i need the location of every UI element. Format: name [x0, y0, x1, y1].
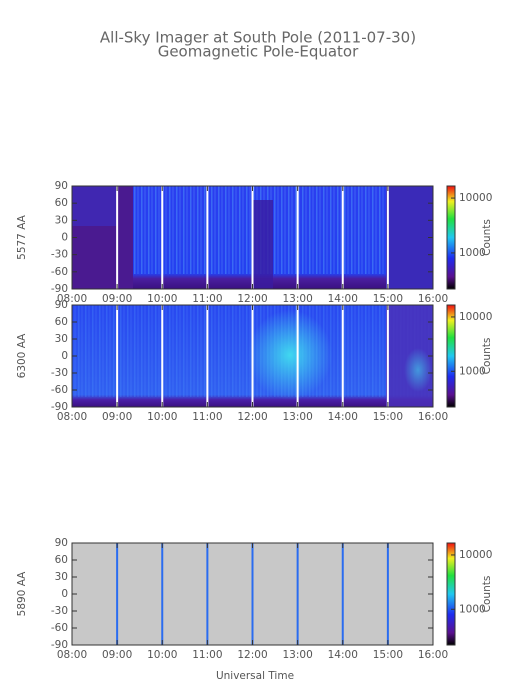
y-tick-label: -90: [51, 401, 68, 413]
x-tick-label: 11:00: [192, 293, 222, 305]
x-tick-label: 16:00: [418, 649, 448, 661]
x-tick-label: 09:00: [102, 649, 132, 661]
subtitle: Geomagnetic Pole-Equator: [158, 43, 359, 61]
colorbar-tick-label: 10000: [459, 311, 492, 323]
x-tick-label: 15:00: [373, 411, 403, 423]
x-axis-label: Universal Time: [216, 670, 294, 680]
y-tick-label: 90: [55, 299, 68, 311]
y-tick-label: -30: [51, 249, 68, 261]
x-tick-label: 16:00: [418, 293, 448, 305]
x-tick-label: 15:00: [373, 649, 403, 661]
x-tick-label: 08:00: [57, 411, 87, 423]
y-tick-label: -90: [51, 639, 68, 651]
x-tick-label: 12:00: [237, 411, 267, 423]
title: All-Sky Imager at South Pole (2011-07-30…: [100, 29, 416, 47]
x-tick-label: 14:00: [328, 649, 358, 661]
y-tick-label: 30: [55, 214, 68, 226]
x-tick-label: 14:00: [328, 411, 358, 423]
keogram-image: [72, 186, 433, 289]
y-tick-label: 90: [55, 537, 68, 549]
x-tick-label: 08:00: [57, 649, 87, 661]
colorbar-label: Counts: [481, 576, 493, 613]
colorbar-tick-label: 1000: [459, 247, 486, 259]
x-tick-label: 13:00: [282, 649, 312, 661]
colorbar-label: Counts: [481, 219, 493, 256]
x-tick-label: 13:00: [282, 411, 312, 423]
y-tick-label: -60: [51, 266, 68, 278]
y-axis-label: 5890 AA: [16, 571, 28, 617]
y-tick-label: -60: [51, 384, 68, 396]
x-tick-label: 13:00: [282, 293, 312, 305]
colorbar: [446, 542, 456, 646]
y-tick-label: 90: [55, 180, 68, 192]
y-tick-label: 30: [55, 571, 68, 583]
y-axis-label: 6300 AA: [16, 333, 28, 379]
x-tick-label: 10:00: [147, 293, 177, 305]
y-axis-label: 5577 AA: [16, 214, 28, 260]
plot-frame: [71, 185, 434, 290]
colorbar-tick-label: 10000: [459, 192, 492, 204]
x-tick-label: 14:00: [328, 293, 358, 305]
x-tick-label: 10:00: [147, 649, 177, 661]
x-tick-label: 12:00: [237, 649, 267, 661]
y-tick-label: 60: [55, 554, 68, 566]
x-tick-label: 08:00: [57, 293, 87, 305]
x-tick-label: 10:00: [147, 411, 177, 423]
plot-frame: [71, 304, 434, 408]
y-tick-label: -30: [51, 367, 68, 379]
y-tick-label: 60: [55, 316, 68, 328]
colorbar-tick-label: 1000: [459, 603, 486, 615]
y-tick-label: 60: [55, 197, 68, 209]
colorbar-label: Counts: [481, 338, 493, 375]
x-tick-label: 11:00: [192, 649, 222, 661]
y-tick-label: -60: [51, 622, 68, 634]
colorbar: [446, 304, 456, 408]
colorbar-tick-label: 10000: [459, 549, 492, 561]
x-tick-label: 16:00: [418, 411, 448, 423]
x-tick-label: 09:00: [102, 293, 132, 305]
colorbar-tick-label: 1000: [459, 365, 486, 377]
y-tick-label: -30: [51, 605, 68, 617]
x-tick-label: 09:00: [102, 411, 132, 423]
plot-frame: [71, 542, 434, 646]
x-tick-label: 12:00: [237, 293, 267, 305]
y-tick-label: -90: [51, 283, 68, 295]
y-tick-label: 0: [61, 588, 68, 600]
y-tick-label: 30: [55, 333, 68, 345]
y-tick-label: 0: [61, 232, 68, 244]
x-tick-label: 15:00: [373, 293, 403, 305]
x-tick-label: 11:00: [192, 411, 222, 423]
y-tick-label: 0: [61, 350, 68, 362]
colorbar: [446, 185, 456, 290]
